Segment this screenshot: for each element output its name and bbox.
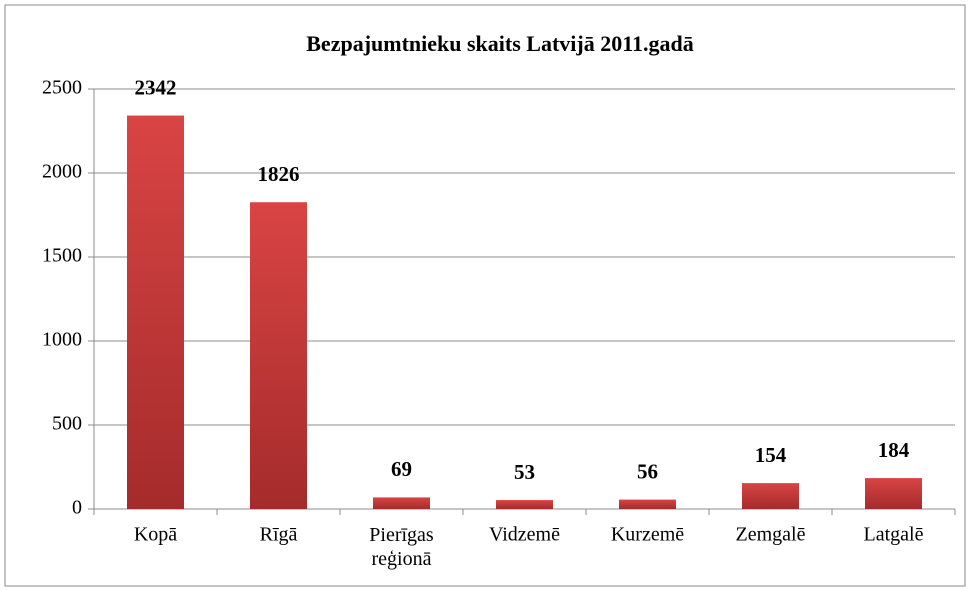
x-tick-label: Zemgalē [736,524,806,546]
x-tick-label: Kopā [134,524,177,546]
chart-title: Bezpajumtnieku skaits Latvijā 2011.gadā [306,31,694,56]
bar [742,483,799,509]
value-label: 184 [878,438,910,462]
bar [496,500,553,509]
y-tick-label: 1500 [42,245,82,267]
value-label: 69 [391,457,412,481]
value-label: 56 [637,459,658,483]
bar [127,115,184,509]
x-tick-label: Latgalē [864,524,924,546]
x-tick-label: Pierīgas reģionā [369,524,434,570]
x-tick-label: Kurzemē [611,524,684,546]
y-tick-label: 500 [52,413,82,435]
bar [865,478,922,509]
y-tick-label: 1000 [42,329,82,351]
value-label: 2342 [135,75,177,99]
x-tick-label: Vidzemē [489,524,560,546]
value-label: 154 [755,443,787,467]
bar [373,497,430,509]
value-label: 53 [514,460,535,484]
bar [250,202,307,509]
y-tick-label: 2000 [42,161,82,183]
value-label: 1826 [258,162,300,186]
x-tick-label: Rīgā [260,524,298,546]
bar [619,499,676,509]
y-tick-label: 2500 [42,77,82,99]
y-tick-label: 0 [72,497,82,519]
